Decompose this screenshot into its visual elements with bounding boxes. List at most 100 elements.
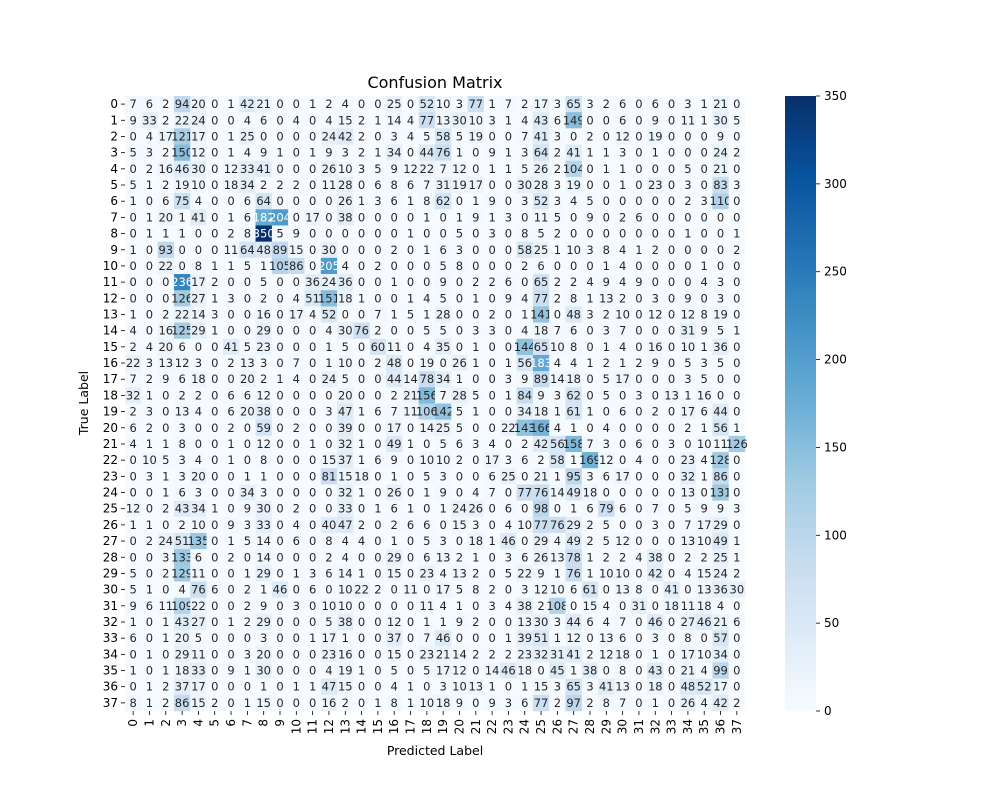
y-tick-label: 6 — [110, 194, 118, 208]
cell-value-label: 0 — [211, 421, 218, 435]
cell-value-label: 2 — [325, 97, 332, 111]
cell-value-label: 9 — [701, 324, 708, 338]
cell-value-label: 0 — [701, 146, 708, 160]
cell-value-label: 0 — [391, 583, 398, 597]
x-tick-label: 11 — [306, 719, 320, 734]
cell-value-label: 2 — [162, 113, 169, 127]
heatmap-cell — [500, 160, 517, 178]
cell-value-label: 15 — [387, 647, 402, 661]
cell-value-label: 0 — [374, 372, 381, 386]
cell-value-label: 25 — [436, 421, 451, 435]
cell-value-label: 0 — [619, 437, 626, 451]
cell-value-label: 6 — [733, 615, 740, 629]
cell-value-label: 0 — [586, 340, 593, 354]
cell-value-label: 0 — [472, 453, 479, 467]
cell-value-label: 2 — [129, 405, 136, 419]
cell-value-label: 10 — [436, 453, 451, 467]
heatmap-cell — [173, 193, 191, 210]
cell-value-label: 5 — [423, 129, 430, 143]
cell-value-label: 4 — [635, 550, 642, 564]
cell-value-label: 1 — [211, 324, 218, 338]
cell-value-label: 1 — [211, 291, 218, 305]
cell-value-label: 5 — [129, 146, 136, 160]
cell-value-label: 0 — [668, 340, 675, 354]
cell-value-label: 0 — [227, 275, 234, 289]
cell-value-label: 28 — [338, 178, 353, 192]
heatmap-cell — [173, 225, 191, 242]
cell-value-label: 6 — [195, 550, 202, 564]
heatmap-cell — [614, 176, 632, 194]
cell-value-label: 0 — [276, 486, 283, 500]
cell-value-label: 2 — [603, 356, 610, 370]
cell-value-label: 0 — [178, 243, 185, 257]
heatmap-cell — [728, 160, 746, 178]
heatmap-cell — [500, 290, 517, 307]
cell-value-label: 47 — [338, 405, 353, 419]
cell-value-label: 7 — [505, 97, 512, 111]
cell-value-label: 1 — [309, 146, 316, 160]
heatmap-cell — [288, 274, 305, 291]
cell-value-label: 5 — [407, 307, 414, 321]
cell-value-label: 2 — [211, 275, 218, 289]
cell-value-label: 7 — [439, 388, 446, 402]
cell-value-label: 0 — [293, 194, 300, 208]
cell-value-label: 10 — [566, 243, 581, 257]
cell-value-label: 0 — [374, 550, 381, 564]
cell-value-label: 0 — [309, 599, 316, 613]
cell-value-label: 10 — [142, 453, 157, 467]
heatmap-cell — [141, 306, 158, 323]
cell-value-label: 6 — [488, 469, 495, 483]
cell-value-label: 77 — [420, 113, 435, 127]
cell-value-label: 0 — [358, 647, 365, 661]
cell-value-label: 0 — [211, 243, 218, 257]
x-tick-label: 28 — [583, 719, 597, 734]
cell-value-label: 0 — [488, 405, 495, 419]
cell-value-label: 0 — [668, 550, 675, 564]
cell-value-label: 0 — [586, 372, 593, 386]
heatmap-cell — [190, 290, 207, 307]
cell-value-label: 1 — [652, 696, 659, 710]
cell-value-label: 46 — [501, 534, 516, 548]
cell-value-label: 0 — [439, 356, 446, 370]
cell-value-label: 0 — [146, 291, 153, 305]
cell-value-label: 1 — [423, 486, 430, 500]
cell-value-label: 126 — [726, 437, 748, 451]
cell-value-label: 6 — [178, 486, 185, 500]
cell-value-label: 0 — [488, 631, 495, 645]
heatmap-cell — [679, 144, 697, 162]
heatmap-cell — [369, 176, 387, 194]
x-tick-label: 36 — [714, 719, 728, 734]
cell-value-label: 158 — [563, 437, 585, 451]
cell-value-label: 5 — [603, 372, 610, 386]
cell-value-label: 18 — [648, 680, 663, 694]
heatmap-cell — [435, 96, 452, 113]
cell-value-label: 3 — [162, 550, 169, 564]
cell-value-label: 1 — [733, 324, 740, 338]
cell-value-label: 9 — [684, 291, 691, 305]
cell-value-label: 0 — [423, 227, 430, 241]
cell-value-label: 1 — [178, 210, 185, 224]
cell-value-label: 9 — [488, 194, 495, 208]
cell-value-label: 0 — [211, 146, 218, 160]
heatmap-cell — [157, 257, 175, 275]
heatmap-cell — [206, 306, 224, 323]
cell-value-label: 6 — [293, 534, 300, 548]
cell-value-label: 21 — [713, 615, 728, 629]
cell-value-label: 76 — [550, 518, 565, 532]
cell-value-label: 0 — [505, 129, 512, 143]
cell-value-label: 4 — [635, 453, 642, 467]
heatmap-cell — [532, 274, 550, 291]
heatmap-cell — [598, 193, 615, 210]
cell-value-label: 0 — [635, 518, 642, 532]
cell-value-label: 13 — [452, 566, 467, 580]
cell-value-label: 1 — [227, 259, 234, 273]
heatmap-cell — [255, 274, 273, 291]
heatmap-cell — [483, 322, 501, 340]
cell-value-label: 0 — [325, 583, 332, 597]
cell-value-label: 0 — [309, 356, 316, 370]
heatmap-cell — [467, 96, 485, 113]
heatmap-cell — [386, 274, 403, 291]
cell-value-label: 4 — [146, 129, 153, 143]
cell-value-label: 1 — [407, 502, 414, 516]
